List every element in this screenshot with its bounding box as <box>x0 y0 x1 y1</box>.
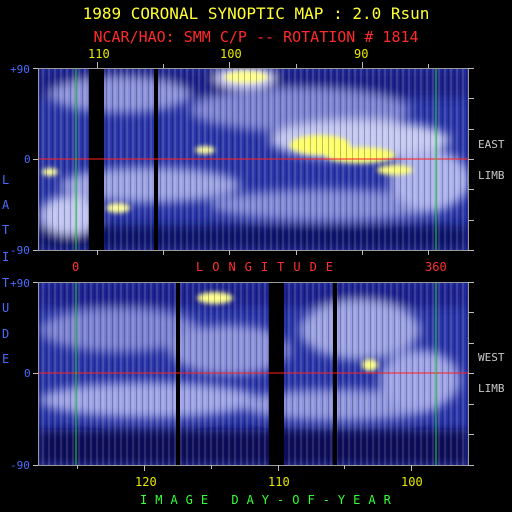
top-tick-110: 110 <box>88 47 110 61</box>
top-tick-90: 90 <box>354 47 369 61</box>
longitude-tick-0: 0 <box>72 260 80 274</box>
west-label: WEST <box>478 351 505 364</box>
latitude-letter: A <box>2 198 10 212</box>
bottom-tick-120: 120 <box>135 475 157 489</box>
east-label: EAST <box>478 138 505 151</box>
east-lat-tick-mid: 0 <box>24 153 31 166</box>
map-title: 1989 CORONAL SYNOPTIC MAP : 2.0 Rsun <box>82 4 430 23</box>
day-tick-marks <box>77 62 429 471</box>
longitude-axis-label: LONGITUDE <box>196 260 343 274</box>
east-limb-map <box>38 68 468 250</box>
latitude-letter: E <box>2 352 10 366</box>
latitude-letter: T <box>2 276 10 290</box>
longitude-tick-360: 360 <box>425 260 447 274</box>
bottom-tick-110: 110 <box>268 475 290 489</box>
latitude-letter: T <box>2 223 10 237</box>
west-limb-map <box>38 282 468 465</box>
latitude-letter: U <box>2 301 10 315</box>
bottom-tick-100: 100 <box>401 475 423 489</box>
east-limb-label: LIMB <box>478 169 505 182</box>
west-limb-label: LIMB <box>478 382 505 395</box>
latitude-letter: D <box>2 327 10 341</box>
west-lat-tick-top: +90 <box>10 277 30 290</box>
top-tick-100: 100 <box>220 47 242 61</box>
east-lat-tick-bottom: -90 <box>10 244 30 257</box>
day-of-year-axis-label: IMAGE DAY-OF-YEAR <box>140 493 399 507</box>
map-subtitle: NCAR/HAO: SMM C/P -- ROTATION # 1814 <box>93 28 419 46</box>
latitude-tick-marks <box>33 68 474 466</box>
west-lat-tick-bottom: -90 <box>10 459 30 472</box>
west-lat-tick-mid: 0 <box>24 367 31 380</box>
latitude-letter: I <box>2 250 10 264</box>
east-lat-tick-top: +90 <box>10 63 30 76</box>
latitude-letter: L <box>2 173 10 187</box>
